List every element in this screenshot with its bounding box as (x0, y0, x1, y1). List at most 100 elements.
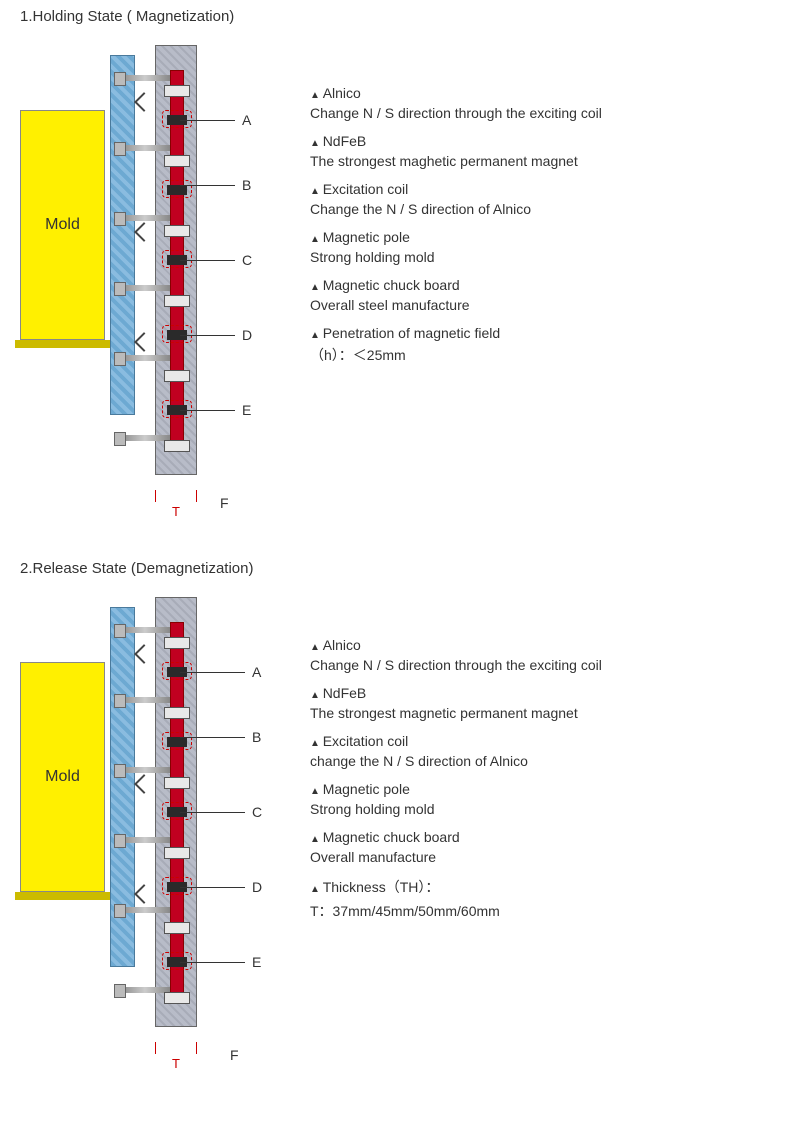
screw (120, 907, 170, 913)
legend-head: Magnetic chuck board (310, 277, 780, 293)
callout-B: B (252, 729, 261, 745)
callout-line (180, 120, 235, 121)
screw (120, 697, 170, 703)
pole (164, 85, 190, 97)
legend-desc: Change the N / S direction of Alnico (310, 201, 780, 217)
callout-B: B (242, 177, 251, 193)
pole (164, 707, 190, 719)
legend2: Alnico Change N / S direction through th… (310, 587, 780, 1087)
screw (120, 215, 170, 221)
callout-C: C (252, 804, 262, 820)
pole (164, 155, 190, 167)
dim-T-label: T (155, 504, 197, 519)
diagram1: Mold A (20, 35, 310, 535)
section1: Mold A (20, 35, 780, 535)
legend-desc: Strong holding mold (310, 801, 780, 817)
pole (164, 370, 190, 382)
legend-item: Excitation coil Change the N / S directi… (310, 181, 780, 217)
legend-item: Magnetic pole Strong holding mold (310, 229, 780, 265)
screw (120, 75, 170, 81)
legend-item: Magnetic pole Strong holding mold (310, 781, 780, 817)
legend-item: Penetration of magnetic field （h）：＜25mm (310, 325, 780, 365)
section2-title: 2.Release State (Demagnetization) (20, 560, 780, 577)
dim-T-label: T (155, 1056, 197, 1071)
screw (120, 767, 170, 773)
flow-arrow-icon (134, 884, 154, 904)
screw (120, 837, 170, 843)
flow-arrow-icon (134, 774, 154, 794)
legend-head: NdFeB (310, 685, 780, 701)
callout-D: D (242, 327, 252, 343)
legend-item: NdFeB The strongest magnetic permanent m… (310, 685, 780, 721)
legend-item: Alnico Change N / S direction through th… (310, 637, 780, 673)
dim-T: T (155, 1042, 197, 1071)
callout-line (180, 672, 245, 673)
callout-line (180, 887, 245, 888)
section1-title: 1.Holding State ( Magnetization) (20, 8, 780, 25)
callout-D: D (252, 879, 262, 895)
screw (120, 285, 170, 291)
legend-head: Alnico (310, 85, 780, 101)
screw (120, 435, 170, 441)
callout-A: A (242, 112, 251, 128)
legend-head: Magnetic chuck board (310, 829, 780, 845)
callout-line (180, 410, 235, 411)
pole (164, 922, 190, 934)
screw (120, 987, 170, 993)
callout-E: E (252, 954, 261, 970)
callout-F: F (220, 495, 229, 511)
screw (120, 627, 170, 633)
screw (120, 145, 170, 151)
section2: Mold A B C D (20, 587, 780, 1087)
callout-line (180, 260, 235, 261)
mold-base (15, 340, 110, 348)
callout-line (180, 335, 235, 336)
legend-desc: Strong holding mold (310, 249, 780, 265)
legend-desc: Change N / S direction through the excit… (310, 105, 780, 121)
legend-head: Magnetic pole (310, 229, 780, 245)
flow-arrow-icon (134, 222, 154, 242)
diagram2: Mold A B C D (20, 587, 310, 1087)
callout-line (180, 812, 245, 813)
callout-A: A (252, 664, 261, 680)
pole (164, 992, 190, 1004)
legend-desc: Change N / S direction through the excit… (310, 657, 780, 673)
legend-desc: change the N / S direction of Alnico (310, 753, 780, 769)
legend-item: Thickness（TH）： T：37mm/45mm/50mm/60mm (310, 877, 780, 921)
mold-base (15, 892, 110, 900)
pole (164, 777, 190, 789)
pole (164, 225, 190, 237)
mold-block: Mold (20, 662, 105, 892)
callout-E: E (242, 402, 251, 418)
callout-line (180, 185, 235, 186)
legend-desc: The strongest maghetic permanent magnet (310, 153, 780, 169)
legend-head: NdFeB (310, 133, 780, 149)
callout-line (180, 737, 245, 738)
dim-T: T (155, 490, 197, 519)
pole (164, 637, 190, 649)
screw (120, 355, 170, 361)
mold-block: Mold (20, 110, 105, 340)
legend-head: Alnico (310, 637, 780, 653)
legend1: Alnico Change N / S direction through th… (310, 35, 780, 535)
callout-F: F (230, 1047, 239, 1063)
legend-head: Excitation coil (310, 181, 780, 197)
magnet (167, 737, 187, 747)
legend-desc: T：37mm/45mm/50mm/60mm (310, 901, 780, 921)
pole (164, 847, 190, 859)
legend-head: Excitation coil (310, 733, 780, 749)
legend-desc: The strongest magnetic permanent magnet (310, 705, 780, 721)
legend-item: Magnetic chuck board Overall steel manuf… (310, 277, 780, 313)
legend-desc: Overall manufacture (310, 849, 780, 865)
flow-arrow-icon (134, 92, 154, 112)
legend-item: Magnetic chuck board Overall manufacture (310, 829, 780, 865)
callout-line (180, 962, 245, 963)
legend-head: Magnetic pole (310, 781, 780, 797)
legend-item: Excitation coil change the N / S directi… (310, 733, 780, 769)
callout-C: C (242, 252, 252, 268)
flow-arrow-icon (134, 332, 154, 352)
legend-desc: （h）：＜25mm (310, 345, 780, 365)
magnet (167, 185, 187, 195)
legend-head: Thickness（TH）： (310, 877, 780, 897)
pole (164, 295, 190, 307)
